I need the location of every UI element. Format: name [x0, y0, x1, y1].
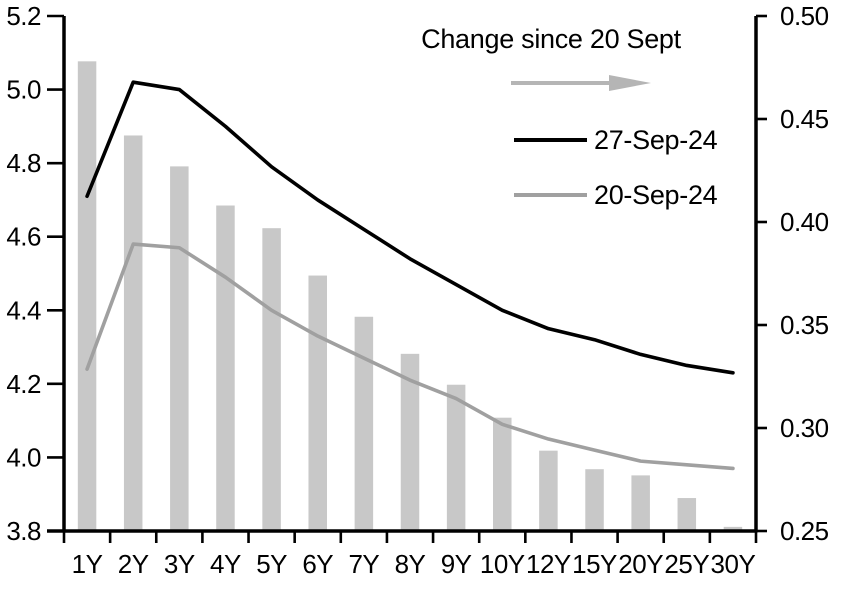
x-axis-category-label: 2Y	[118, 549, 149, 579]
left-axis-tick-label: 4.2	[6, 369, 41, 399]
left-axis-tick-label: 4.8	[6, 148, 41, 178]
legend-entry-27-sep-24: 27-Sep-24	[514, 124, 718, 155]
x-axis-ticks: 1Y 2Y 3Y 4Y 5Y 6Y 7Y 8Y 9Y 10Y 12Y 15Y 20Y 25Y 30Y	[62, 531, 758, 579]
bars-change-since-20-sept	[77, 61, 743, 532]
left-axis-tick-label: 3.8	[6, 516, 41, 546]
change-bar-10Y	[493, 417, 512, 531]
legend-title: Change since 20 Sept	[421, 24, 681, 54]
change-bar-6Y	[308, 275, 327, 531]
left-axis-tick-label: 5.0	[6, 75, 41, 105]
x-axis-category-label: 1Y	[72, 549, 103, 579]
x-axis-category-label: 4Y	[210, 549, 241, 579]
x-axis-category-label: 15Y	[572, 549, 617, 579]
change-bar-25Y	[677, 498, 697, 531]
line-27-sep-24	[85, 80, 735, 375]
change-bar-15Y	[585, 469, 604, 531]
change-bar-1Y	[77, 61, 97, 531]
line-swatch-20-sep-24	[514, 193, 587, 197]
change-bar-3Y	[170, 166, 189, 531]
change-bar-9Y	[446, 384, 466, 531]
right-axis-tick-label: 0.30	[780, 413, 829, 443]
left-axis-tick-label: 5.2	[6, 1, 41, 31]
left-axis-tick-label: 4.4	[6, 295, 41, 325]
right-axis-tick-label: 0.25	[780, 516, 829, 546]
left-axis-tick-label: 4.6	[6, 222, 41, 252]
change-bar-20Y	[631, 475, 650, 531]
legend-entry-20-sep-24: 20-Sep-24	[514, 179, 718, 210]
right-axis-ticks: 0.50 0.45 0.40 0.35 0.30 0.25	[756, 1, 829, 546]
line-swatch-27-sep-24	[514, 138, 587, 142]
x-axis-category-label: 6Y	[302, 549, 333, 579]
x-axis-category-label: 10Y	[480, 549, 525, 579]
x-axis-category-label: 20Y	[618, 549, 663, 579]
x-axis-category-label: 3Y	[164, 549, 195, 579]
change-bar-5Y	[262, 228, 281, 531]
change-direction-arrow-icon	[511, 72, 651, 94]
right-axis-tick-label: 0.40	[780, 207, 829, 237]
line-20-sep-24	[85, 242, 735, 471]
left-axis-tick-label: 4.0	[6, 442, 41, 472]
right-axis-tick-label: 0.45	[780, 104, 829, 134]
legend-label-20-sep-24: 20-Sep-24	[594, 179, 718, 210]
change-bar-2Y	[123, 135, 143, 532]
change-bar-30Y	[723, 526, 743, 531]
right-axis-tick-label: 0.50	[780, 1, 829, 31]
x-axis-category-label: 30Y	[711, 549, 756, 579]
x-axis-category-label: 25Y	[664, 549, 709, 579]
x-axis-category-label: 5Y	[256, 549, 287, 579]
right-axis-tick-label: 0.35	[780, 310, 829, 340]
left-axis-ticks: 5.2 5.0 4.8 4.6 4.4 4.2 4.0 3.8	[6, 1, 64, 546]
change-bar-12Y	[539, 450, 558, 531]
x-axis-category-label: 8Y	[395, 549, 426, 579]
change-bar-8Y	[400, 353, 420, 531]
legend-label-27-sep-24: 27-Sep-24	[594, 124, 718, 155]
change-bar-7Y	[354, 316, 374, 531]
x-axis-category-label: 7Y	[348, 549, 379, 579]
change-bar-4Y	[216, 205, 235, 531]
axes	[47, 16, 758, 533]
x-axis-category-label: 9Y	[441, 549, 472, 579]
x-axis-category-label: 12Y	[526, 549, 571, 579]
